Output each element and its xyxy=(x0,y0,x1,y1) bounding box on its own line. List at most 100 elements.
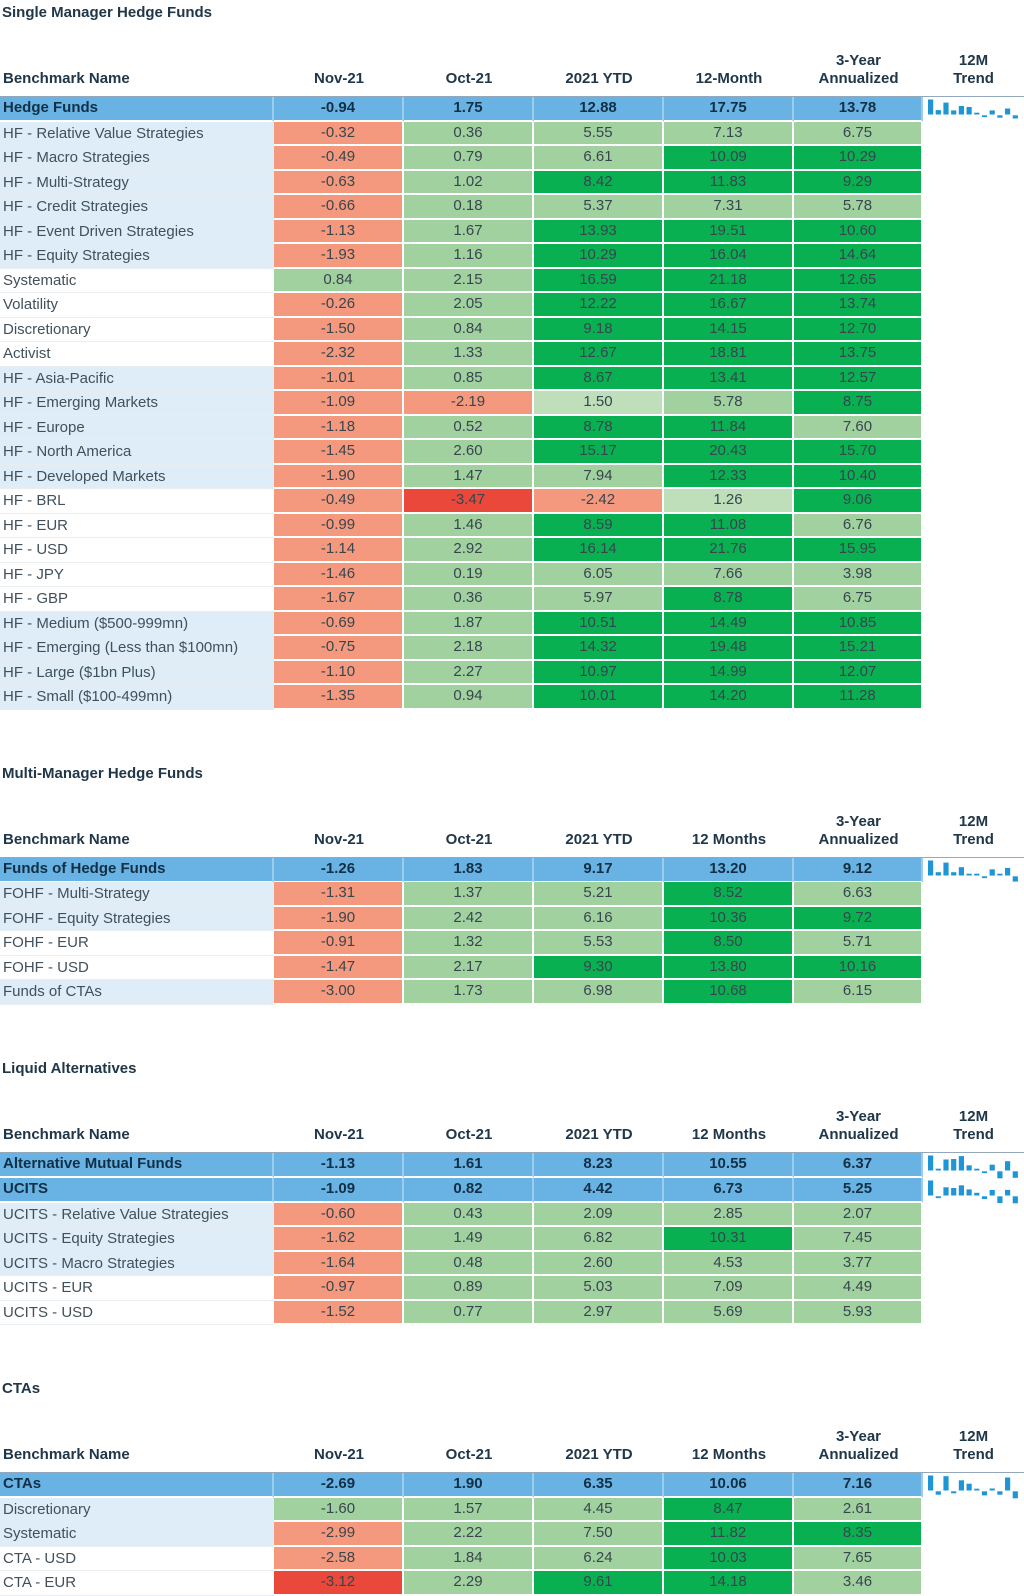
value-cell: -1.10 xyxy=(274,660,404,685)
value-cell: 5.53 xyxy=(534,931,664,956)
trend-bar xyxy=(989,1488,995,1491)
value-cell: 4.45 xyxy=(534,1497,664,1522)
value-cell: 11.08 xyxy=(664,513,794,538)
trend-cell xyxy=(923,244,1024,269)
value-cell: 2.42 xyxy=(404,906,534,931)
trend-bar xyxy=(974,1168,980,1170)
trend-cell xyxy=(923,1522,1024,1547)
value-cell: 8.78 xyxy=(534,415,664,440)
column-header-12m-trend: 12M Trend xyxy=(953,812,994,848)
value-cell: 8.35 xyxy=(794,1522,923,1547)
value-cell: 3.46 xyxy=(794,1571,923,1596)
column-header-12-month: 12-Month xyxy=(695,70,763,87)
benchmark-name-cell: FOHF - EUR xyxy=(0,931,274,956)
value-cell: 1.61 xyxy=(404,1152,534,1178)
value-cell: 8.52 xyxy=(664,882,794,907)
value-cell: -1.18 xyxy=(274,415,404,440)
benchmark-name-cell: HF - Asia-Pacific xyxy=(0,366,274,391)
value-cell: -1.50 xyxy=(274,317,404,342)
value-cell: 9.72 xyxy=(794,906,923,931)
value-cell: 11.28 xyxy=(794,685,923,710)
value-cell: 15.95 xyxy=(794,538,923,563)
column-header-12-months: 12 Months xyxy=(691,830,767,848)
value-cell: 6.24 xyxy=(534,1546,664,1571)
value-cell: 15.21 xyxy=(794,636,923,661)
value-cell: 10.31 xyxy=(664,1227,794,1252)
trend-bar xyxy=(943,1476,949,1491)
table-row: FOHF - EUR -0.91 1.32 5.53 8.50 5.71 xyxy=(0,931,1024,956)
table-body: Hedge Funds -0.94 1.75 12.88 17.75 13.78 HF - … xyxy=(0,96,1024,710)
value-cell: 5.97 xyxy=(534,587,664,612)
value-cell: 0.79 xyxy=(404,146,534,171)
value-cell: 2.15 xyxy=(404,268,534,293)
value-cell: -2.19 xyxy=(404,391,534,416)
value-cell: 8.75 xyxy=(794,391,923,416)
benchmark-name-cell: UCITS - USD xyxy=(0,1301,274,1325)
value-cell: 0.77 xyxy=(404,1300,534,1325)
trend-bar xyxy=(958,866,964,875)
table-row: HF - North America -1.45 2.60 15.17 20.43 15.… xyxy=(0,440,1024,465)
value-cell: 7.16 xyxy=(794,1473,923,1498)
table-row: Discretionary -1.50 0.84 9.18 14.15 12.70 xyxy=(0,317,1024,342)
table-row: HF - Macro Strategies -0.49 0.79 6.61 10.09 1… xyxy=(0,146,1024,171)
value-cell: 7.66 xyxy=(664,562,794,587)
value-cell: 0.82 xyxy=(404,1178,534,1203)
trend-bar xyxy=(935,871,941,875)
trend-cell xyxy=(923,367,1024,392)
value-cell: 9.06 xyxy=(794,489,923,514)
trend-cell xyxy=(923,342,1024,367)
value-cell: 0.36 xyxy=(404,121,534,146)
value-cell: -0.60 xyxy=(274,1202,404,1227)
value-cell: 10.09 xyxy=(664,146,794,171)
trend-cell xyxy=(923,956,1024,981)
value-cell: 1.73 xyxy=(404,980,534,1005)
benchmark-name-cell: Systematic xyxy=(0,269,274,293)
trend-bar xyxy=(997,1196,1003,1204)
column-header-12-months: 12 Months xyxy=(691,1446,767,1463)
column-header-oct-21: Oct-21 xyxy=(445,70,493,87)
value-cell: 5.71 xyxy=(794,931,923,956)
value-cell: 14.99 xyxy=(664,660,794,685)
value-cell: 1.75 xyxy=(404,97,534,122)
value-cell: 2.05 xyxy=(404,293,534,318)
value-cell: 18.81 xyxy=(664,342,794,367)
value-cell: 10.36 xyxy=(664,906,794,931)
value-cell: -1.13 xyxy=(274,219,404,244)
benchmark-name-cell: HF - USD xyxy=(0,538,274,563)
value-cell: -0.26 xyxy=(274,293,404,318)
value-cell: 5.25 xyxy=(794,1178,923,1203)
section-liquid-alternatives: Liquid Alternatives Benchmark Name Nov-21 O… xyxy=(0,1059,1024,1325)
trend-bar xyxy=(1005,108,1011,115)
value-cell: 7.09 xyxy=(664,1276,794,1301)
column-headers: Benchmark Name Nov-21 Oct-21 2021 YTD 12-Mon… xyxy=(0,52,1024,96)
trend-bar xyxy=(974,873,980,875)
value-cell: 2.07 xyxy=(794,1202,923,1227)
value-cell: -2.32 xyxy=(274,342,404,367)
trend-bar xyxy=(958,1480,964,1491)
value-cell: -2.58 xyxy=(274,1546,404,1571)
value-cell: 10.03 xyxy=(664,1546,794,1571)
table-body: Funds of Hedge Funds -1.26 1.83 9.17 13.20 9.… xyxy=(0,856,1024,1005)
value-cell: 8.47 xyxy=(664,1497,794,1522)
trend-bar xyxy=(997,873,1003,875)
value-cell: 20.43 xyxy=(664,440,794,465)
value-cell: -1.93 xyxy=(274,244,404,269)
column-header-12m-trend: 12M Trend xyxy=(953,1107,994,1143)
section-single-manager-hedge-funds: Single Manager Hedge Funds Benchmark Name… xyxy=(0,3,1024,710)
table-row: HF - Emerging Markets -1.09 -2.19 1.50 5.78 8… xyxy=(0,391,1024,416)
value-cell: 1.32 xyxy=(404,931,534,956)
table-row: HF - Asia-Pacific -1.01 0.85 8.67 13.41 12.57 xyxy=(0,366,1024,392)
table-row: CTA - USD -2.58 1.84 6.24 10.03 7.65 xyxy=(0,1546,1024,1571)
value-cell: -0.32 xyxy=(274,121,404,146)
benchmark-name-cell: Activist xyxy=(0,342,274,367)
trend-bar xyxy=(981,1196,988,1199)
trend-bar xyxy=(974,1488,980,1491)
benchmark-name-cell: HF - BRL xyxy=(0,489,274,514)
benchmark-name-cell: HF - Large ($1bn Plus) xyxy=(0,660,274,685)
value-cell: 21.76 xyxy=(664,538,794,563)
value-cell: 13.41 xyxy=(664,366,794,391)
value-cell: 4.49 xyxy=(794,1276,923,1301)
trend-bar xyxy=(966,1164,972,1170)
value-cell: 1.26 xyxy=(664,489,794,514)
value-cell: 15.70 xyxy=(794,440,923,465)
